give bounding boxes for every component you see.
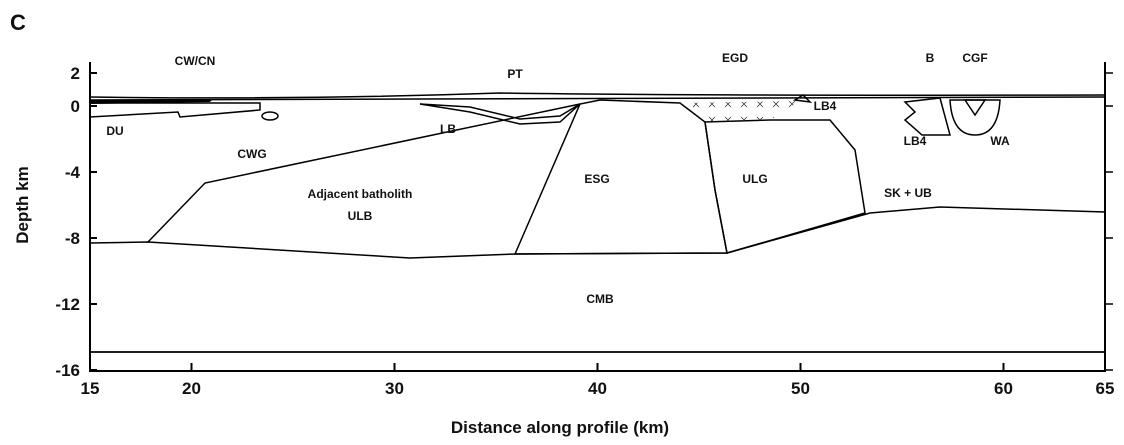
x-tick-label: 50 — [791, 379, 810, 398]
y-tick-label: -8 — [65, 229, 80, 248]
region-label: SK + UB — [884, 186, 932, 200]
region-label: CWG — [237, 147, 266, 161]
y-tick-label: -16 — [55, 361, 80, 380]
panel-label: C — [10, 10, 26, 35]
y-tick-label: 0 — [71, 97, 80, 116]
x-tick-label: 20 — [182, 379, 201, 398]
region-label: CW/CN — [175, 54, 216, 68]
region-label: ULG — [742, 172, 767, 186]
x-tick-label: 40 — [588, 379, 607, 398]
region-label: ULB — [348, 209, 373, 223]
region-label: LB — [440, 122, 456, 136]
x-tick-label: 15 — [81, 379, 100, 398]
region-label: ESG — [584, 172, 609, 186]
region-label: DU — [106, 124, 123, 138]
region-label: LB4 — [904, 134, 927, 148]
region-labels: CW/CN PT EGD B CGF DU CWG LB LB4 LB4 WA ESG ULG Adjac… — [106, 51, 1010, 306]
x-tick-label: 30 — [385, 379, 404, 398]
y-tick-label: -4 — [65, 163, 81, 182]
region-label: CGF — [962, 51, 987, 65]
y-tick-label: 2 — [71, 64, 80, 83]
region-label: WA — [990, 134, 1010, 148]
region-label: CMB — [586, 292, 614, 306]
x-tick-label: 60 — [994, 379, 1013, 398]
region-label: B — [926, 51, 935, 65]
cross-section: C Distance along profile (km) Depth km 1… — [0, 0, 1124, 445]
y-axis-label: Depth km — [13, 166, 32, 243]
region-label: PT — [507, 67, 523, 81]
region-label: EGD — [722, 51, 748, 65]
region-label: LB4 — [814, 99, 837, 113]
geology — [90, 62, 1105, 370]
x-tick-label: 65 — [1096, 379, 1115, 398]
x-axis-label: Distance along profile (km) — [451, 418, 669, 437]
region-label: Adjacent batholith — [308, 187, 413, 201]
y-tick-label: -12 — [55, 295, 80, 314]
